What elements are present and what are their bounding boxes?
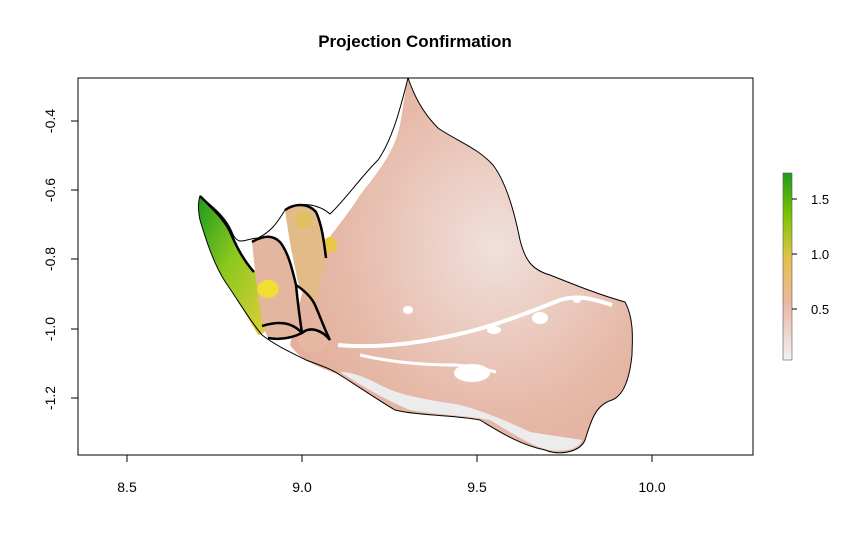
y-tick-label: -0.4 bbox=[42, 109, 58, 133]
raster-region-west-a bbox=[198, 196, 272, 335]
legend-tick-label: 0.5 bbox=[811, 302, 829, 317]
plot-title: Projection Confirmation bbox=[318, 32, 512, 51]
x-tick-label: 9.5 bbox=[467, 479, 487, 495]
x-tick-label: 8.5 bbox=[117, 479, 137, 495]
x-tick-label: 9.0 bbox=[292, 479, 312, 495]
lake-2 bbox=[532, 312, 548, 324]
y-tick-label: -1.2 bbox=[42, 386, 58, 410]
raster-region-west-c bbox=[285, 204, 326, 305]
hotspot-yellow-1 bbox=[257, 280, 279, 298]
lake-4 bbox=[487, 326, 501, 334]
x-axis: 8.5 9.0 9.5 10.0 bbox=[117, 454, 666, 495]
color-legend: 1.5 1.0 0.5 bbox=[782, 172, 829, 361]
river-main bbox=[337, 295, 613, 349]
lake-1 bbox=[454, 364, 490, 382]
legend-tick-label: 1.0 bbox=[811, 247, 829, 262]
y-tick-label: -0.6 bbox=[42, 178, 58, 202]
x-tick-label: 10.0 bbox=[638, 479, 665, 495]
hotspot-yellow-3 bbox=[296, 211, 312, 229]
y-tick-label: -0.8 bbox=[42, 247, 58, 271]
lake-3 bbox=[403, 306, 413, 314]
lake-5 bbox=[573, 297, 581, 303]
raster-region-south-band bbox=[340, 372, 582, 451]
hotspot-yellow-2 bbox=[323, 237, 337, 253]
legend-colorbar bbox=[782, 172, 793, 361]
y-tick-label: -1.0 bbox=[42, 317, 58, 341]
legend-tick-label: 1.5 bbox=[811, 192, 829, 207]
outer-boundary bbox=[198, 78, 633, 454]
y-axis: -0.4 -0.6 -0.8 -1.0 -1.2 bbox=[42, 109, 79, 410]
